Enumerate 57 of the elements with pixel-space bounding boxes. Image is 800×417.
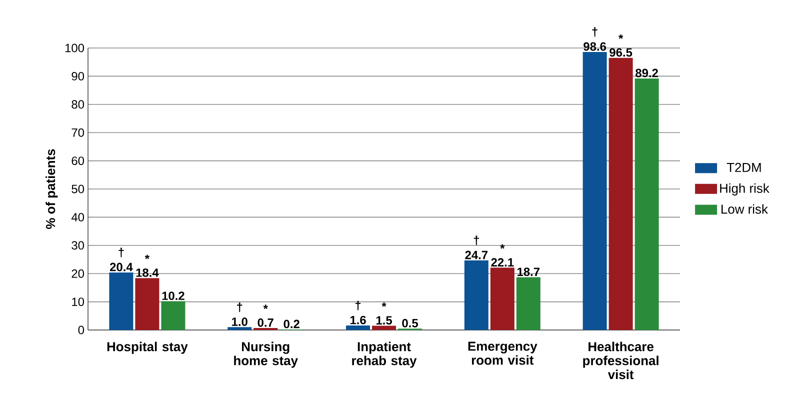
x-tick-label: Nursing home stay xyxy=(234,342,298,368)
bar xyxy=(634,78,659,330)
bar xyxy=(228,327,252,330)
y-tick-label: 60 xyxy=(72,156,84,166)
bar xyxy=(346,325,370,330)
annotation: † xyxy=(474,236,479,246)
y-tick-label: 80 xyxy=(72,100,84,109)
y-tick-label: 70 xyxy=(72,128,84,137)
annotation: † xyxy=(355,300,361,310)
bar xyxy=(372,326,396,330)
text: * xyxy=(618,34,624,39)
legend-label: High risk xyxy=(720,183,770,196)
bar xyxy=(135,278,160,330)
data-label: 0.2 xyxy=(284,320,300,328)
data-label: 1.5 xyxy=(376,316,392,325)
data-label: 18.7 xyxy=(518,268,540,276)
y-tick-label: 40 xyxy=(71,212,84,222)
bar xyxy=(161,301,186,330)
annotation: * xyxy=(500,244,505,249)
data-label: 24.7 xyxy=(465,250,488,260)
data-label: 89.2 xyxy=(636,68,658,78)
bar xyxy=(582,52,607,330)
annotation: † xyxy=(118,248,124,258)
y-axis-title: % of patients xyxy=(46,149,58,229)
bar xyxy=(109,272,134,330)
x-tick-label: Emergency room visit xyxy=(468,342,538,365)
y-tick-label: 50 xyxy=(72,184,84,194)
bar xyxy=(608,58,633,330)
legend-label: T2DM xyxy=(726,162,761,172)
y-tick-label: 100 xyxy=(65,44,84,52)
data-label: 22.1 xyxy=(491,258,514,266)
bar xyxy=(490,268,514,330)
data-label: 18.4 xyxy=(136,268,159,277)
annotation: * xyxy=(382,302,386,307)
bar xyxy=(464,260,488,330)
data-label: 0.7 xyxy=(258,318,274,327)
data-label: 1.6 xyxy=(350,316,366,324)
annotation: † xyxy=(237,302,242,312)
annotation: * xyxy=(144,254,150,260)
data-label: 98.6 xyxy=(584,42,606,51)
data-label: 96.5 xyxy=(610,48,632,57)
legend-label: Low risk xyxy=(722,204,768,214)
x-tick-label: Hospital stay xyxy=(107,342,188,354)
text: † xyxy=(592,27,598,37)
y-tick-label: 90 xyxy=(72,72,84,80)
data-label: 10.2 xyxy=(162,292,184,300)
x-tick-label: Healthcare professional visit xyxy=(583,342,658,380)
annotation: * xyxy=(263,304,268,310)
y-tick-label: 30 xyxy=(72,241,84,250)
y-tick-label: 10 xyxy=(72,298,84,306)
data-label: 1.0 xyxy=(232,318,248,326)
y-tick-label: 20 xyxy=(72,269,84,278)
x-tick-label: Inpatient rehab stay xyxy=(352,342,417,368)
data-label: 20.4 xyxy=(110,262,133,272)
y-tick-label: 0 xyxy=(78,326,84,334)
bar xyxy=(516,277,540,330)
data-label: 0.5 xyxy=(402,318,418,328)
